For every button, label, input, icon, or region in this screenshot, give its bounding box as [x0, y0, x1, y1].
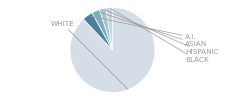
Wedge shape	[84, 13, 113, 50]
Text: ASIAN: ASIAN	[98, 12, 207, 47]
Wedge shape	[99, 8, 113, 50]
Text: A.I.: A.I.	[90, 16, 197, 40]
Text: WHITE: WHITE	[51, 21, 128, 90]
Wedge shape	[106, 8, 113, 50]
Text: BLACK: BLACK	[112, 9, 209, 63]
Wedge shape	[70, 8, 155, 93]
Text: HISPANIC: HISPANIC	[105, 10, 219, 55]
Wedge shape	[92, 10, 113, 50]
